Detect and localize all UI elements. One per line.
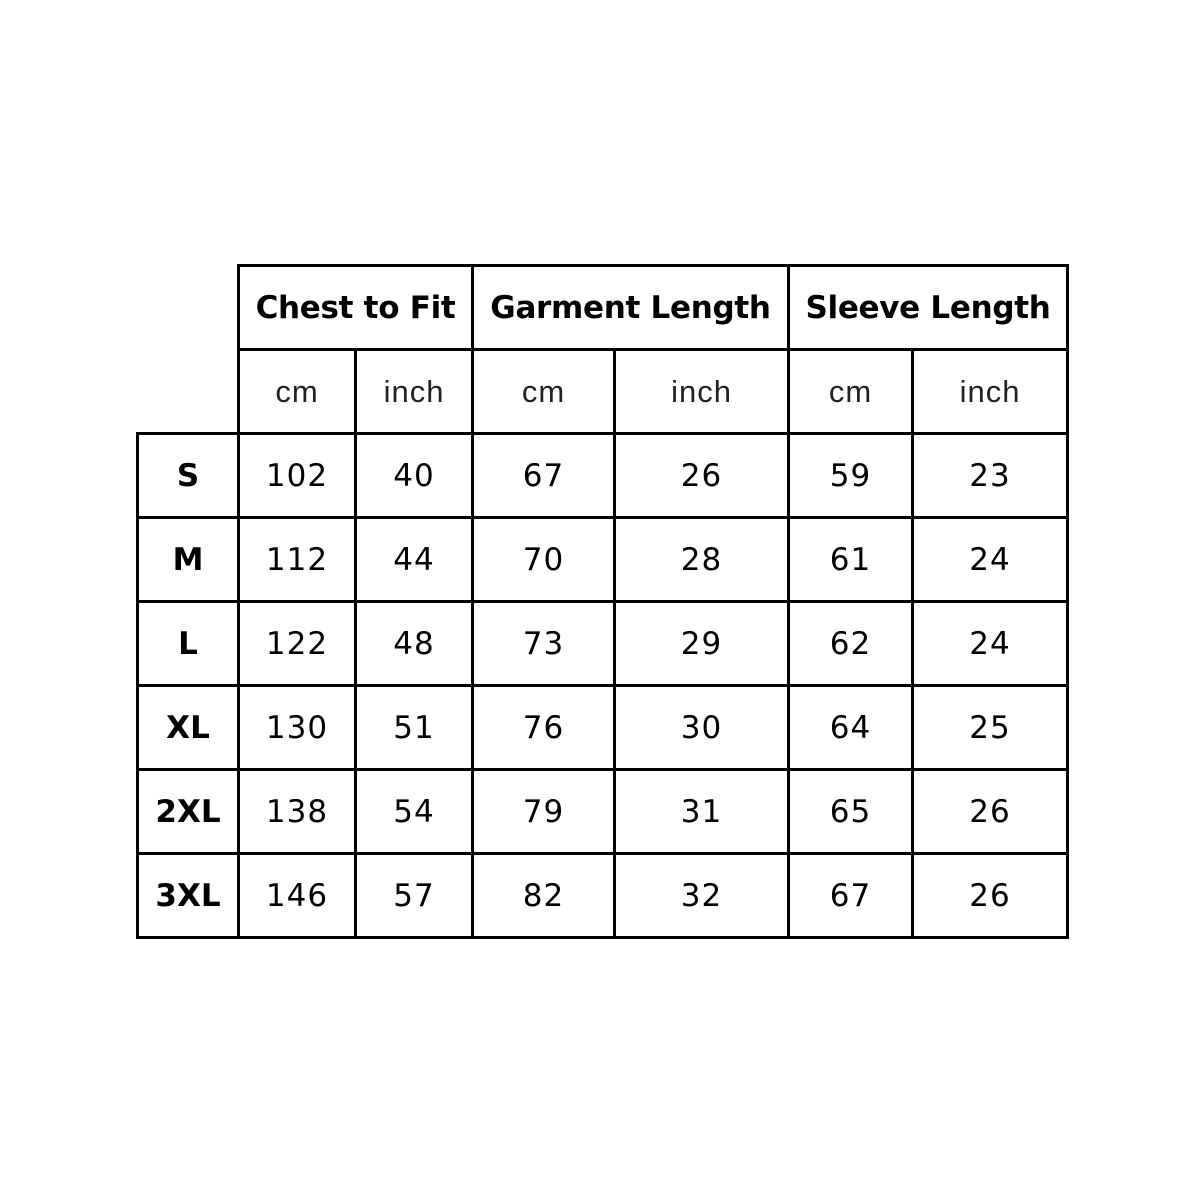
table-cell: 79 [471,768,616,855]
table-cell: 30 [613,684,790,771]
table-cell: 29 [613,600,790,687]
table-cell: 122 [237,600,357,687]
size-label: L [136,600,240,687]
table-cell: 59 [787,432,914,519]
table-cell: 44 [354,516,474,603]
table-cell: 26 [911,852,1069,939]
table-cell: 61 [787,516,914,603]
unit-header: cm [237,348,357,435]
column-group-header: Sleeve Length [787,264,1069,351]
unit-header: inch [354,348,474,435]
table-cell: 25 [911,684,1069,771]
table-cell: 28 [613,516,790,603]
size-label: S [136,432,240,519]
table-cell: 26 [911,768,1069,855]
table-cell: 67 [787,852,914,939]
size-label: 3XL [136,852,240,939]
table-cell: 82 [471,852,616,939]
unit-header: cm [787,348,914,435]
table-cell: 48 [354,600,474,687]
table-cell: 26 [613,432,790,519]
size-label: 2XL [136,768,240,855]
size-label: XL [136,684,240,771]
unit-header: cm [471,348,616,435]
table-cell: 67 [471,432,616,519]
table-cell: 57 [354,852,474,939]
table-cell: 64 [787,684,914,771]
table-cell: 32 [613,852,790,939]
table-cell: 138 [237,768,357,855]
table-cell: 40 [354,432,474,519]
unit-header: inch [911,348,1069,435]
table-cell: 102 [237,432,357,519]
table-cell: 70 [471,516,616,603]
table-cell: 23 [911,432,1069,519]
table-cell: 51 [354,684,474,771]
unit-header: inch [613,348,790,435]
table-cell: 65 [787,768,914,855]
column-group-header: Chest to Fit [237,264,474,351]
table-cell: 24 [911,600,1069,687]
table-cell: 112 [237,516,357,603]
column-group-header: Garment Length [471,264,790,351]
table-cell: 24 [911,516,1069,603]
table-cell: 62 [787,600,914,687]
table-cell: 146 [237,852,357,939]
table-cell: 73 [471,600,616,687]
table-cell: 54 [354,768,474,855]
table-cell: 76 [471,684,616,771]
table-cell: 31 [613,768,790,855]
table-cell: 130 [237,684,357,771]
size-label: M [136,516,240,603]
